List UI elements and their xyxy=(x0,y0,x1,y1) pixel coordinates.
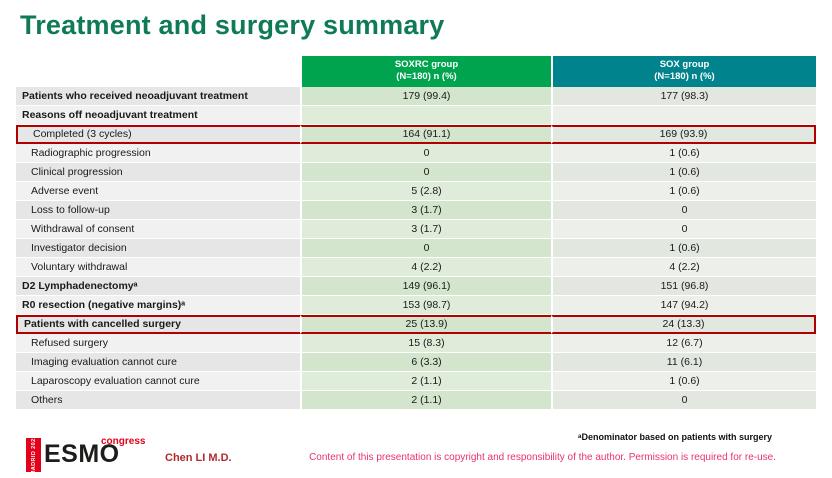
sox-value-cell: 0 xyxy=(551,200,816,220)
row-label-cell: Patients with cancelled surgery xyxy=(16,314,300,334)
table-row: Investigator decision 0 1 (0.6) xyxy=(16,238,816,258)
row-label-cell: Laparoscopy evaluation cannot cure xyxy=(16,371,300,391)
soxrc-value-cell: 0 xyxy=(300,143,551,163)
row-label-cell: Refused surgery xyxy=(16,333,300,353)
row-label-cell: Voluntary withdrawal xyxy=(16,257,300,277)
table-row: Imaging evaluation cannot cure 6 (3.3) 1… xyxy=(16,352,816,372)
ribbon-label: MADRID 2023 xyxy=(30,434,37,476)
soxrc-value-cell xyxy=(300,105,551,125)
sox-value-cell: 0 xyxy=(551,390,816,410)
sox-column-header: SOX group (N=180) n (%) xyxy=(551,56,816,87)
table-row: Completed (3 cycles) 164 (91.1) 169 (93.… xyxy=(16,124,816,144)
soxrc-header-title: SOXRC group xyxy=(394,59,459,70)
empty-header-cell xyxy=(16,56,300,87)
table-header-row: SOXRC group (N=180) n (%) SOX group (N=1… xyxy=(16,56,816,87)
sox-value-cell: 24 (13.3) xyxy=(551,314,816,334)
denominator-footnote: ᵃDenominator based on patients with surg… xyxy=(578,432,772,442)
sox-value-cell: 147 (94.2) xyxy=(551,295,816,315)
row-label-cell: Clinical progression xyxy=(16,162,300,182)
soxrc-value-cell: 25 (13.9) xyxy=(300,314,551,334)
page-title: Treatment and surgery summary xyxy=(20,10,445,40)
soxrc-value-cell: 149 (96.1) xyxy=(300,276,551,296)
treatment-summary-table: SOXRC group (N=180) n (%) SOX group (N=1… xyxy=(16,56,816,410)
row-label-cell: R0 resection (negative margins)ᵃ xyxy=(16,295,300,315)
sox-value-cell: 169 (93.9) xyxy=(551,124,816,144)
table-row: Clinical progression 0 1 (0.6) xyxy=(16,162,816,182)
soxrc-value-cell: 179 (99.4) xyxy=(300,86,551,106)
table-row: Refused surgery 15 (8.3) 12 (6.7) xyxy=(16,333,816,353)
row-label-cell: Withdrawal of consent xyxy=(16,219,300,239)
soxrc-value-cell: 153 (98.7) xyxy=(300,295,551,315)
sox-header-title: SOX group xyxy=(659,59,710,70)
esmo-logo: ESMO xyxy=(44,440,120,468)
row-label-cell: Radiographic progression xyxy=(16,143,300,163)
sox-header-sub: (N=180) n (%) xyxy=(654,71,715,83)
sox-value-cell: 1 (0.6) xyxy=(551,238,816,258)
soxrc-value-cell: 15 (8.3) xyxy=(300,333,551,353)
table-row: Adverse event 5 (2.8) 1 (0.6) xyxy=(16,181,816,201)
sox-value-cell: 4 (2.2) xyxy=(551,257,816,277)
row-label-cell: Others xyxy=(16,390,300,410)
congress-label: congress xyxy=(101,436,146,447)
madrid-2023-ribbon: MADRID 2023 xyxy=(26,434,41,476)
sox-value-cell: 1 (0.6) xyxy=(551,181,816,201)
table-row: Loss to follow-up 3 (1.7) 0 xyxy=(16,200,816,220)
copyright-notice: Content of this presentation is copyrigh… xyxy=(309,452,776,463)
soxrc-value-cell: 0 xyxy=(300,238,551,258)
table-row: R0 resection (negative margins)ᵃ 153 (98… xyxy=(16,295,816,315)
table-row: Patients who received neoadjuvant treatm… xyxy=(16,86,816,106)
sox-value-cell: 1 (0.6) xyxy=(551,143,816,163)
sox-value-cell: 12 (6.7) xyxy=(551,333,816,353)
row-label-cell: Loss to follow-up xyxy=(16,200,300,220)
sox-value-cell: 11 (6.1) xyxy=(551,352,816,372)
author-name: Chen LI M.D. xyxy=(165,452,232,464)
soxrc-value-cell: 5 (2.8) xyxy=(300,181,551,201)
sox-value-cell xyxy=(551,105,816,125)
row-label-cell: Investigator decision xyxy=(16,238,300,258)
soxrc-value-cell: 3 (1.7) xyxy=(300,200,551,220)
sox-value-cell: 1 (0.6) xyxy=(551,162,816,182)
soxrc-value-cell: 164 (91.1) xyxy=(300,124,551,144)
soxrc-value-cell: 2 (1.1) xyxy=(300,371,551,391)
soxrc-value-cell: 2 (1.1) xyxy=(300,390,551,410)
row-label-cell: Patients who received neoadjuvant treatm… xyxy=(16,86,300,106)
table-row: Others 2 (1.1) 0 xyxy=(16,390,816,410)
soxrc-value-cell: 0 xyxy=(300,162,551,182)
soxrc-value-cell: 3 (1.7) xyxy=(300,219,551,239)
sox-value-cell: 177 (98.3) xyxy=(551,86,816,106)
sox-value-cell: 1 (0.6) xyxy=(551,371,816,391)
row-label-cell: Completed (3 cycles) xyxy=(16,124,300,144)
sox-value-cell: 151 (96.8) xyxy=(551,276,816,296)
sox-value-cell: 0 xyxy=(551,219,816,239)
row-label-cell: D2 Lymphadenectomyᵃ xyxy=(16,276,300,296)
data-table: SOXRC group (N=180) n (%) SOX group (N=1… xyxy=(16,56,816,410)
soxrc-value-cell: 6 (3.3) xyxy=(300,352,551,372)
soxrc-column-header: SOXRC group (N=180) n (%) xyxy=(300,56,551,87)
table-row: Reasons off neoadjuvant treatment xyxy=(16,105,816,125)
soxrc-header-sub: (N=180) n (%) xyxy=(396,71,457,83)
row-label-cell: Adverse event xyxy=(16,181,300,201)
soxrc-value-cell: 4 (2.2) xyxy=(300,257,551,277)
table-row: Radiographic progression 0 1 (0.6) xyxy=(16,143,816,163)
table-row: Patients with cancelled surgery 25 (13.9… xyxy=(16,314,816,334)
table-row: Laparoscopy evaluation cannot cure 2 (1.… xyxy=(16,371,816,391)
row-label-cell: Reasons off neoadjuvant treatment xyxy=(16,105,300,125)
table-row: D2 Lymphadenectomyᵃ 149 (96.1) 151 (96.8… xyxy=(16,276,816,296)
table-row: Voluntary withdrawal 4 (2.2) 4 (2.2) xyxy=(16,257,816,277)
table-body: Patients who received neoadjuvant treatm… xyxy=(16,86,816,410)
row-label-cell: Imaging evaluation cannot cure xyxy=(16,352,300,372)
table-row: Withdrawal of consent 3 (1.7) 0 xyxy=(16,219,816,239)
